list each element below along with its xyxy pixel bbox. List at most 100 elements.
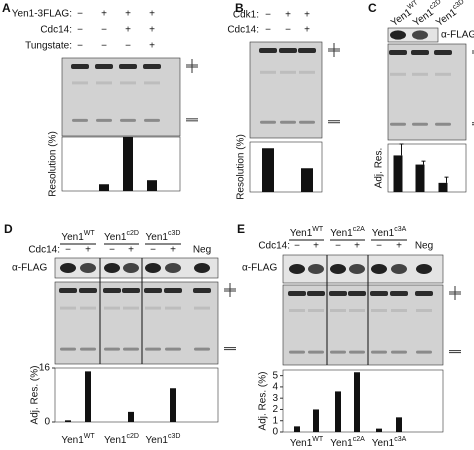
group-label: Yen1WT [290, 226, 324, 238]
blot-band [289, 264, 305, 274]
blot-band [145, 263, 161, 273]
group-label: Yen1c3D [146, 230, 181, 242]
gel-band [79, 288, 97, 293]
gel-band-faint [123, 306, 139, 310]
label-base: Yen1 [290, 438, 313, 449]
y-axis-label: Adj. Res. [374, 148, 385, 189]
blot-band [308, 264, 324, 274]
gel-product [60, 347, 76, 351]
gel-product [144, 118, 160, 122]
gel-product [416, 350, 432, 354]
bar [170, 388, 176, 422]
bar [415, 164, 425, 192]
group-label: Yen1c2A [330, 436, 365, 448]
gel-band-faint [165, 306, 181, 310]
blot-band [60, 263, 76, 273]
gel-product [308, 350, 324, 354]
row-label: Cdc14: [258, 241, 290, 252]
bar [376, 428, 382, 432]
gel-product [72, 118, 88, 122]
label-sup: c2A [353, 436, 365, 443]
gel-product [299, 120, 315, 124]
lane-mark: + [101, 9, 107, 20]
y-axis-label: Resolution (%) [236, 134, 247, 200]
group-label: Yen1WT [61, 230, 95, 242]
chart-frame [249, 141, 323, 193]
blot-band [416, 264, 432, 274]
chart-frame [387, 143, 467, 193]
label-sup: c2A [353, 226, 365, 233]
label-sup: c3D [168, 230, 180, 237]
bar [99, 184, 109, 191]
label-sup: WT [84, 433, 96, 440]
lane-mark: − [65, 245, 71, 256]
gel-band-faint [80, 306, 96, 310]
bar [123, 137, 133, 191]
lane-mark: − [335, 241, 341, 252]
y-axis-label: Adj. Res. (%) [30, 366, 41, 425]
gel-product [165, 347, 181, 351]
blot-band [194, 263, 210, 273]
gel-band-faint [104, 306, 120, 310]
gel-band-faint [330, 309, 346, 312]
row-label: Cdc14: [40, 25, 72, 36]
panel-letter: C [368, 1, 377, 15]
gel-band [389, 50, 407, 55]
bar [396, 417, 402, 432]
lane-mark: + [170, 245, 176, 256]
label-base: Yen1 [372, 438, 395, 449]
gel-band [415, 291, 433, 296]
gel [54, 281, 219, 365]
y-tick-label: 5 [272, 370, 278, 381]
blot-band [412, 30, 428, 40]
gel-band [279, 48, 297, 53]
y-tick-label: 4 [272, 382, 278, 393]
gel-product [412, 122, 428, 126]
lane-mark: + [354, 241, 360, 252]
blot-label: α-FLAG [12, 263, 47, 274]
bar [262, 148, 274, 192]
gel-band-faint [280, 70, 296, 74]
lane-mark: + [128, 245, 134, 256]
row-label: Cdc14: [28, 245, 60, 256]
lane-mark: − [109, 245, 115, 256]
gel-product [123, 347, 139, 351]
bar [65, 420, 71, 422]
panel-letter: D [4, 222, 13, 236]
bar [393, 155, 403, 192]
gel-band [143, 64, 161, 69]
gel-band [95, 64, 113, 69]
gel-product [260, 120, 276, 124]
gel-band [144, 288, 162, 293]
label-sup: WT [312, 436, 324, 443]
label-sup: c3A [394, 226, 406, 233]
group-label: Yen1WT [290, 436, 324, 448]
blot-band [371, 264, 387, 274]
label-base: Yen1 [146, 435, 169, 446]
row-label: Cdc14: [227, 25, 259, 36]
gel-product [330, 350, 346, 354]
gel-band-faint [391, 309, 407, 312]
gel-band-faint [435, 72, 451, 76]
gel-band-faint [194, 306, 210, 310]
label-base: Yen1 [61, 232, 84, 243]
lane-mark: − [101, 41, 107, 52]
bar [147, 180, 157, 191]
gel [61, 57, 181, 137]
lane-mark: − [77, 25, 83, 36]
lane-mark: − [265, 10, 271, 21]
group-label: Yen1WT [61, 433, 95, 445]
gel-band [119, 64, 137, 69]
gel-product [194, 347, 210, 351]
y-tick-label: 16 [39, 363, 51, 374]
gel-band [288, 291, 306, 296]
gel-band [122, 288, 140, 293]
lane-mark: − [285, 25, 291, 36]
gel-band-faint [349, 309, 365, 312]
label-base: Yen1 [290, 228, 313, 239]
gel-product [390, 122, 406, 126]
chart-frame [282, 369, 444, 433]
panel-letter: E [237, 222, 245, 236]
group-label: Yen1c3A [372, 226, 407, 238]
gel-product [120, 118, 136, 122]
